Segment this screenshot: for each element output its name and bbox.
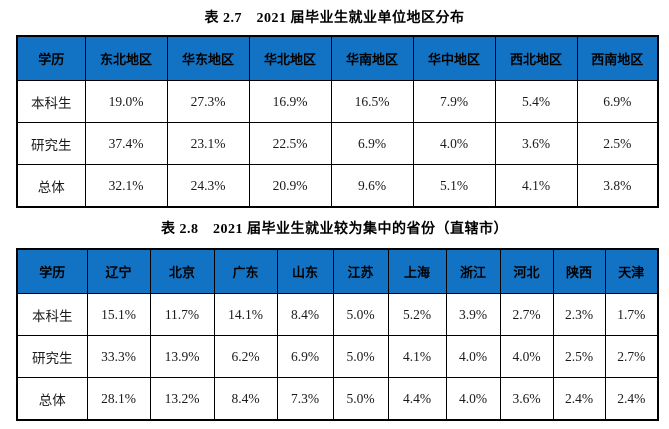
data-cell: 15.1%: [86, 293, 151, 336]
data-cell: 5.0%: [332, 335, 389, 378]
data-cell: 1.7%: [604, 293, 659, 336]
header-cell: 天津: [604, 248, 659, 294]
data-cell: 22.5%: [248, 122, 332, 165]
data-cell: 20.9%: [248, 164, 332, 208]
row-label: 本科生: [16, 80, 86, 123]
data-cell: 6.9%: [576, 80, 659, 123]
header-cell: 华北地区: [248, 35, 332, 81]
table-row: 研究生 37.4% 23.1% 22.5% 6.9% 4.0% 3.6% 2.5%: [16, 122, 659, 165]
data-cell: 2.7%: [499, 293, 554, 336]
table-2-7-title: 表 2.7 2021 届毕业生就业单位地区分布: [204, 11, 465, 26]
data-cell: 4.1%: [494, 164, 578, 208]
data-cell: 13.9%: [149, 335, 215, 378]
data-cell: 4.1%: [387, 335, 447, 378]
data-cell: 19.0%: [84, 80, 168, 123]
data-cell: 11.7%: [149, 293, 215, 336]
table-row: 本科生 15.1% 11.7% 14.1% 8.4% 5.0% 5.2% 3.9% 2.7% 2.…: [16, 293, 659, 336]
header-cell: 东北地区: [84, 35, 168, 81]
header-cell: 学历: [16, 248, 88, 294]
data-cell: 4.0%: [445, 377, 501, 421]
data-cell: 13.2%: [149, 377, 215, 421]
data-cell: 4.0%: [445, 335, 501, 378]
header-cell: 辽宁: [86, 248, 151, 294]
row-label: 总体: [16, 377, 88, 421]
data-cell: 28.1%: [86, 377, 151, 421]
data-cell: 7.9%: [412, 80, 496, 123]
data-cell: 37.4%: [84, 122, 168, 165]
row-label: 本科生: [16, 293, 88, 336]
data-cell: 5.4%: [494, 80, 578, 123]
data-cell: 23.1%: [166, 122, 250, 165]
header-cell: 山东: [276, 248, 334, 294]
data-cell: 3.6%: [494, 122, 578, 165]
data-cell: 7.3%: [276, 377, 334, 421]
header-cell: 广东: [213, 248, 278, 294]
data-cell: 4.4%: [387, 377, 447, 421]
data-cell: 2.5%: [576, 122, 659, 165]
table-employment-province-concentration: 学历 辽宁 北京 广东 山东 江苏 上海 浙江 河北 陕西 天津 本科生 15.1% 11.7% 14.1%…: [16, 248, 659, 421]
data-cell: 4.0%: [499, 335, 554, 378]
row-label: 总体: [16, 164, 86, 208]
data-cell: 6.2%: [213, 335, 278, 378]
data-cell: 8.4%: [276, 293, 334, 336]
data-cell: 3.9%: [445, 293, 501, 336]
data-cell: 5.2%: [387, 293, 447, 336]
data-cell: 5.0%: [332, 293, 389, 336]
header-cell: 华中地区: [412, 35, 496, 81]
header-cell: 华东地区: [166, 35, 250, 81]
data-cell: 2.4%: [604, 377, 659, 421]
data-cell: 8.4%: [213, 377, 278, 421]
data-cell: 33.3%: [86, 335, 151, 378]
row-label: 研究生: [16, 335, 88, 378]
data-cell: 32.1%: [84, 164, 168, 208]
table-row: 总体 28.1% 13.2% 8.4% 7.3% 5.0% 4.4% 4.0% 3.6% 2.4%…: [16, 377, 659, 421]
header-row: 学历 辽宁 北京 广东 山东 江苏 上海 浙江 河北 陕西 天津: [16, 248, 659, 294]
header-cell: 西南地区: [576, 35, 659, 81]
table-row: 研究生 33.3% 13.9% 6.2% 6.9% 5.0% 4.1% 4.0% 4.0% 2.5…: [16, 335, 659, 378]
data-cell: 3.8%: [576, 164, 659, 208]
data-cell: 14.1%: [213, 293, 278, 336]
header-cell: 上海: [387, 248, 447, 294]
data-cell: 9.6%: [330, 164, 414, 208]
table-employment-region-distribution: 学历 东北地区 华东地区 华北地区 华南地区 华中地区 西北地区 西南地区 本科生 19.0% 27…: [16, 35, 659, 208]
row-label: 研究生: [16, 122, 86, 165]
header-cell: 河北: [499, 248, 554, 294]
data-cell: 16.5%: [330, 80, 414, 123]
data-cell: 6.9%: [276, 335, 334, 378]
data-cell: 5.1%: [412, 164, 496, 208]
data-cell: 27.3%: [166, 80, 250, 123]
data-cell: 2.4%: [552, 377, 606, 421]
data-cell: 6.9%: [330, 122, 414, 165]
table-row: 本科生 19.0% 27.3% 16.9% 16.5% 7.9% 5.4% 6.9%: [16, 80, 659, 123]
data-cell: 4.0%: [412, 122, 496, 165]
header-cell: 华南地区: [330, 35, 414, 81]
data-cell: 16.9%: [248, 80, 332, 123]
header-cell: 学历: [16, 35, 86, 81]
data-cell: 2.3%: [552, 293, 606, 336]
data-cell: 5.0%: [332, 377, 389, 421]
table-row: 总体 32.1% 24.3% 20.9% 9.6% 5.1% 4.1% 3.8%: [16, 164, 659, 208]
data-cell: 2.5%: [552, 335, 606, 378]
header-row: 学历 东北地区 华东地区 华北地区 华南地区 华中地区 西北地区 西南地区: [16, 35, 659, 81]
header-cell: 北京: [149, 248, 215, 294]
header-cell: 西北地区: [494, 35, 578, 81]
header-cell: 江苏: [332, 248, 389, 294]
table-2-8-title: 表 2.8 2021 届毕业生就业较为集中的省份（直辖市）: [161, 222, 508, 237]
data-cell: 3.6%: [499, 377, 554, 421]
data-cell: 24.3%: [166, 164, 250, 208]
header-cell: 陕西: [552, 248, 606, 294]
data-cell: 2.7%: [604, 335, 659, 378]
header-cell: 浙江: [445, 248, 501, 294]
